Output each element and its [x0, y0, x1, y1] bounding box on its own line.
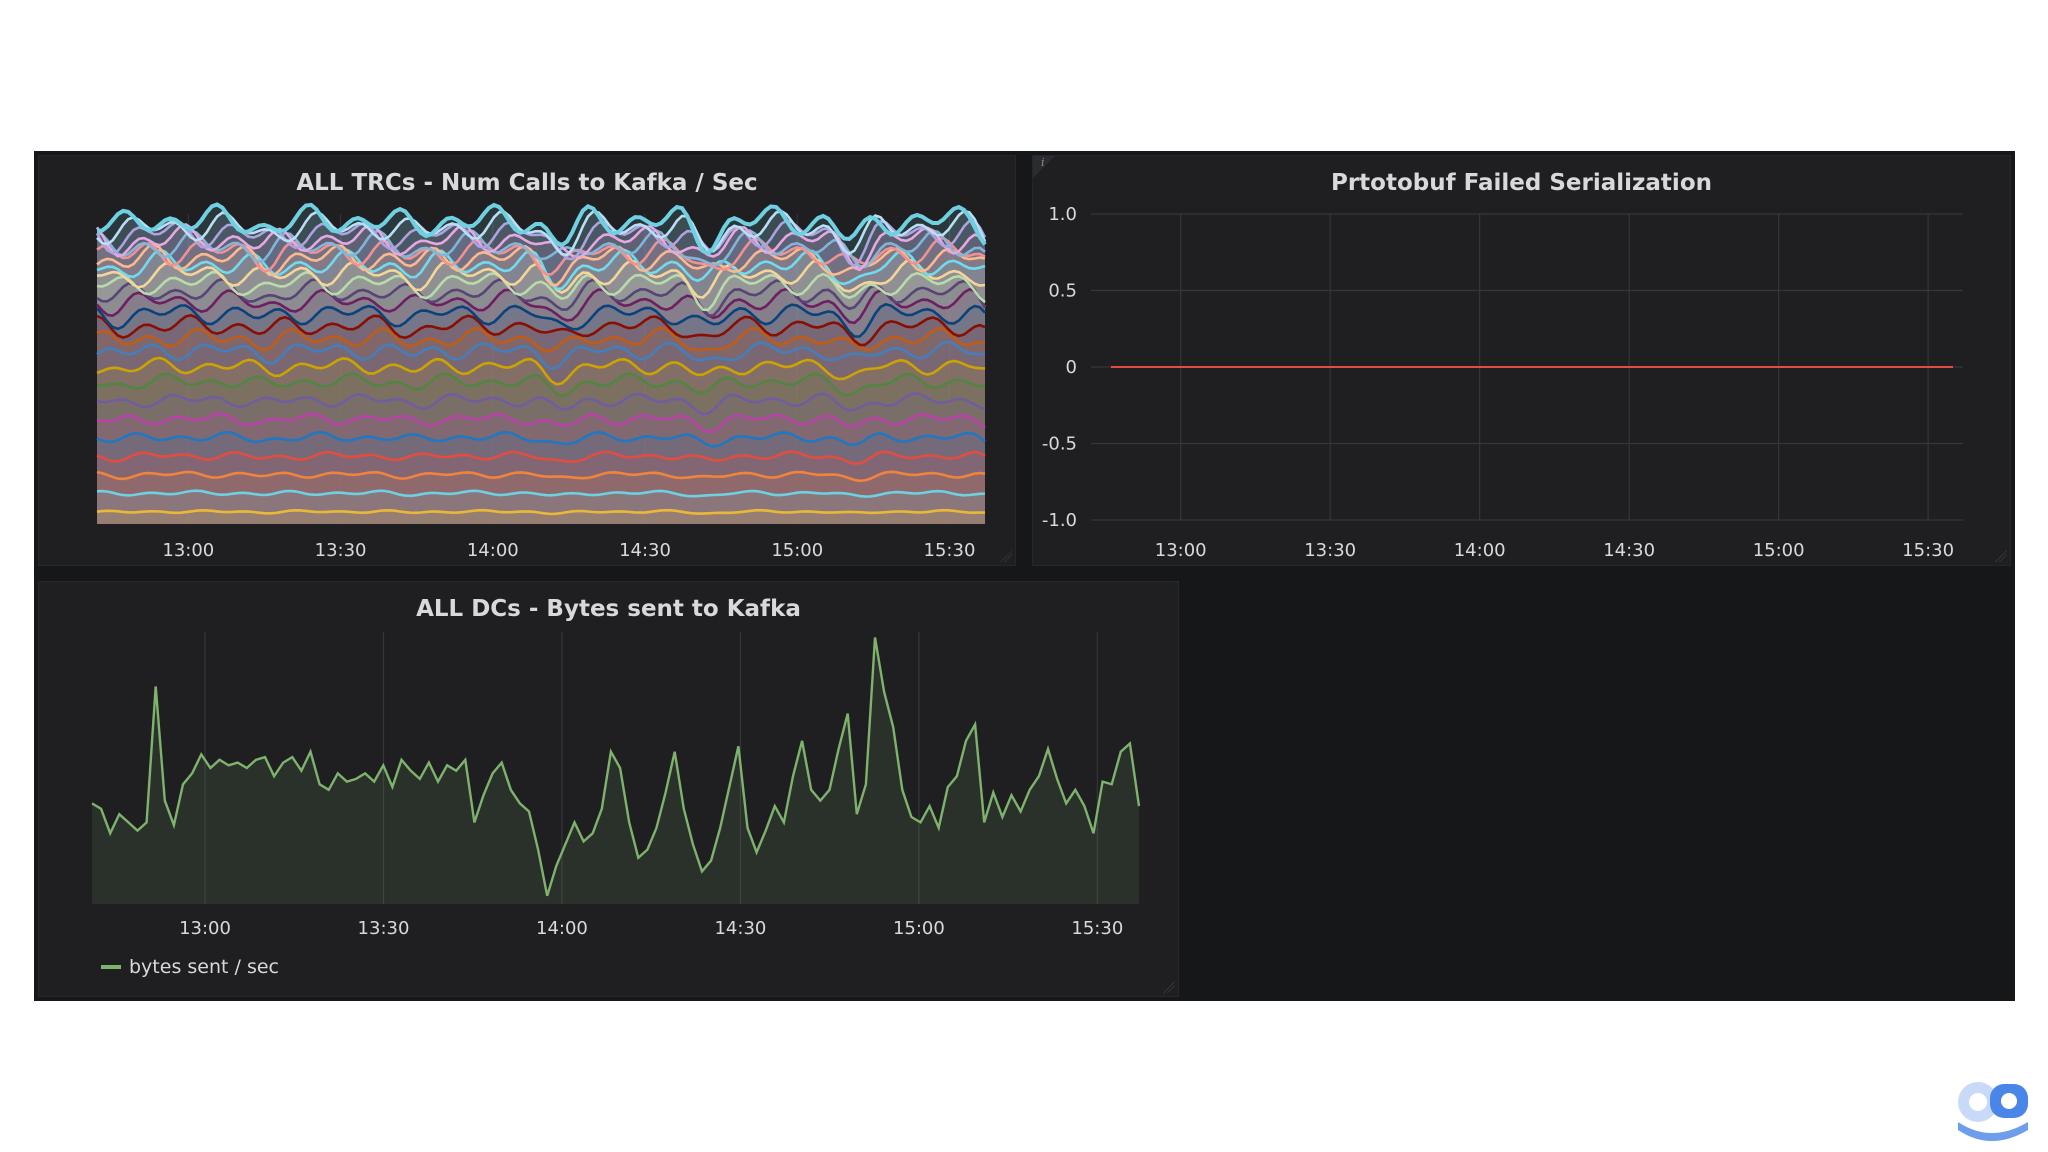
series-line — [96, 248, 986, 291]
x-tick-label: 14:30 — [714, 918, 766, 939]
x-tick-label: 14:00 — [1454, 540, 1506, 561]
y-tick-label: 0.5 — [1048, 281, 1077, 302]
panel-protobuf-failed[interactable]: i Prtotobuf Failed Serialization 1.0 0.5 0… — [1032, 155, 2011, 566]
series-area-fill — [97, 204, 985, 524]
legend[interactable]: bytes sent / sec — [101, 956, 279, 978]
y-tick-label: 1.0 — [1048, 204, 1077, 225]
series-area-fill — [97, 510, 985, 524]
resize-handle[interactable] — [1995, 550, 2007, 562]
series-area-fill — [97, 220, 985, 524]
x-tick-label: 13:00 — [179, 918, 231, 939]
legend-label[interactable]: bytes sent / sec — [129, 956, 279, 978]
x-tick-label: 15:00 — [1753, 540, 1805, 561]
series-area-fill — [97, 490, 985, 524]
panel-title[interactable]: ALL TRCs - Num Calls to Kafka / Sec — [296, 170, 758, 196]
legend-swatch — [101, 965, 121, 969]
series-line — [96, 392, 986, 416]
x-tick-label: 13:00 — [162, 540, 214, 561]
series-line — [96, 302, 986, 338]
series-line — [96, 470, 986, 483]
x-tick-label: 13:00 — [1155, 540, 1207, 561]
series-area-fill — [97, 250, 985, 524]
info-corner-icon[interactable]: i — [1033, 156, 1055, 178]
series-area-fill — [92, 637, 1139, 904]
dashboard: ALL TRCs - Num Calls to Kafka / Sec 13:0… — [34, 151, 2015, 1001]
x-tick-label: 15:00 — [771, 540, 823, 561]
robot-logo-icon — [1958, 1082, 2028, 1141]
x-tick-label: 14:00 — [467, 540, 519, 561]
series-line — [91, 637, 1141, 897]
series-line — [96, 489, 986, 498]
series-line — [96, 326, 986, 353]
x-tick-label: 13:30 — [315, 540, 367, 561]
x-tick-label: 14:30 — [1603, 540, 1655, 561]
trc-chart: 13:00 13:30 14:00 14:30 15:00 15:30 — [95, 202, 987, 561]
bytes-chart: 13:00 13:30 14:00 14:30 15:00 15:30 — [91, 632, 1141, 939]
series-line — [96, 412, 986, 434]
series-line — [96, 372, 986, 398]
series-area-fill — [97, 413, 985, 524]
panel-trc-kafka-calls[interactable]: ALL TRCs - Num Calls to Kafka / Sec 13:0… — [38, 155, 1016, 566]
x-tick-label: 14:30 — [619, 540, 671, 561]
series-line — [96, 430, 986, 448]
series-area-fill — [97, 289, 985, 524]
protobuf-chart: 1.0 0.5 0 -0.5 -1.0 13:00 13:30 14:00 14:30 15:00… — [1042, 204, 1963, 561]
panel-bytes-sent[interactable]: ALL DCs - Bytes sent to Kafka 13:00 13:30… — [38, 581, 1179, 997]
series-line — [96, 202, 987, 256]
series-line — [96, 313, 986, 347]
series-line — [96, 287, 987, 325]
series-line — [96, 450, 986, 466]
y-tick-label: -0.5 — [1042, 434, 1077, 455]
x-tick-label: 15:30 — [1902, 540, 1954, 561]
y-tick-label: -1.0 — [1042, 510, 1077, 531]
x-tick-label: 13:30 — [1304, 540, 1356, 561]
series-area-fill — [97, 373, 985, 524]
series-area-fill — [97, 224, 985, 524]
series-line — [96, 277, 987, 318]
series-area-fill — [97, 304, 985, 524]
series-line — [95, 222, 986, 272]
panel-title[interactable]: Prtotobuf Failed Serialization — [1330, 170, 1712, 196]
x-tick-label: 15:00 — [893, 918, 945, 939]
x-tick-label: 13:30 — [358, 918, 410, 939]
series-line — [96, 508, 985, 516]
resize-handle[interactable] — [1000, 550, 1012, 562]
x-tick-label: 15:30 — [1071, 918, 1123, 939]
series-area-fill — [97, 341, 985, 524]
resize-handle[interactable] — [1163, 981, 1175, 993]
panel-title[interactable]: ALL DCs - Bytes sent to Kafka — [416, 596, 801, 622]
x-tick-label: 14:00 — [536, 918, 588, 939]
series-line — [96, 271, 986, 312]
series-line — [96, 340, 986, 370]
series-area-fill — [97, 451, 985, 524]
series-line — [96, 356, 986, 386]
x-tick-label: 15:30 — [924, 540, 976, 561]
y-tick-label: 0 — [1066, 357, 1077, 378]
